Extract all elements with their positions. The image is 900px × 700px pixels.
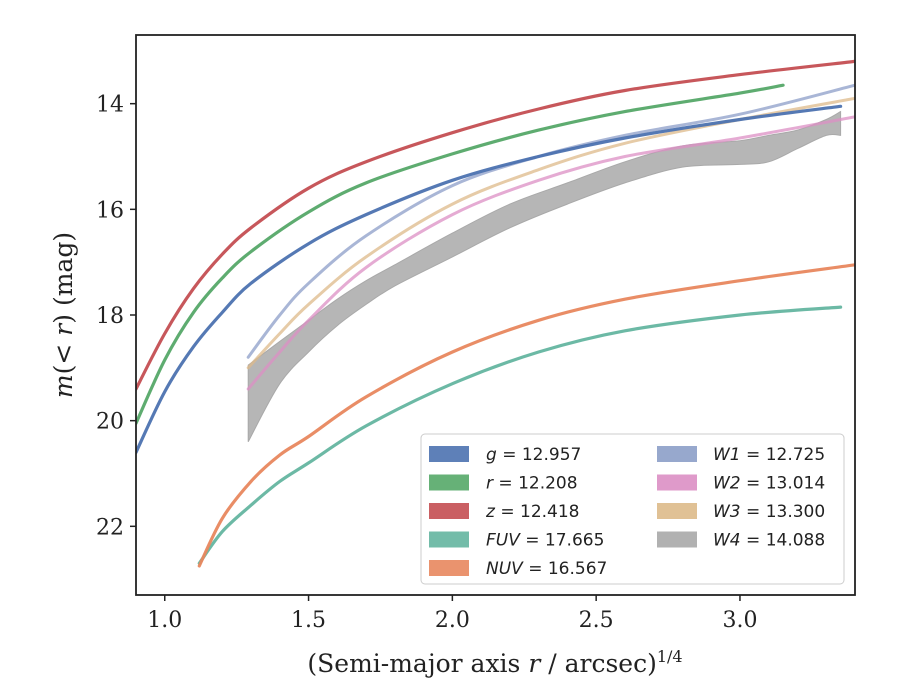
y-axis-ticks: 14 16 18 20 22 (96, 93, 136, 540)
legend-label-nuv: NUV = 16.567 (486, 559, 607, 579)
legend-swatch-w4 (657, 531, 697, 548)
legend-swatch-r (429, 474, 469, 491)
legend-swatch-w2 (657, 474, 697, 491)
legend-swatch-nuv (429, 560, 469, 576)
x-tick-label: 1.0 (147, 608, 182, 633)
legend-box (420, 433, 845, 585)
x-tick-label: 3.0 (722, 608, 757, 633)
legend-label-r: r = 12.208 (486, 474, 578, 494)
series-line-w2 (246, 115, 855, 391)
series-line-w1 (246, 83, 855, 359)
legend-label-w4: W4 = 14.088 (713, 531, 825, 551)
legend-label-z: z = 12.418 (485, 502, 579, 522)
plot-series-layer (136, 59, 855, 568)
x-axis-label: (Semi-major axis r / arcsec)1/4 (307, 647, 682, 678)
series-line-g (136, 104, 843, 454)
y-tick-label: 16 (96, 198, 124, 223)
y-tick-label: 14 (96, 93, 124, 118)
legend-label-w1: W1 = 12.725 (713, 445, 825, 465)
legend: g = 12.957 r = 12.208 z = 12.418 FUV = 17.6… (420, 433, 845, 585)
series-line-nuv (197, 263, 855, 568)
legend-swatch-g (429, 446, 469, 462)
legend-label-w2: W2 = 13.014 (713, 474, 825, 494)
series-line-fuv (197, 305, 843, 565)
series-line-r (136, 83, 785, 425)
legend-swatch-fuv (429, 531, 469, 548)
series-band-w4 (247, 110, 842, 443)
legend-swatch-w3 (657, 503, 697, 519)
y-tick-label: 22 (96, 515, 124, 540)
series-line-z (136, 59, 855, 391)
x-tick-label: 2.0 (435, 608, 470, 633)
legend-swatch-w1 (657, 446, 697, 462)
x-tick-label: 1.5 (291, 608, 326, 633)
legend-label-w3: W3 = 13.300 (713, 502, 825, 522)
x-axis-ticks: 1.0 1.5 2.0 2.5 3.0 (147, 595, 757, 633)
legend-label-fuv: FUV = 17.665 (486, 531, 604, 551)
x-tick-label: 2.5 (579, 608, 614, 633)
y-tick-label: 18 (96, 304, 124, 329)
y-tick-label: 20 (96, 410, 124, 435)
legend-swatch-z (429, 503, 469, 519)
y-axis-label: m(< r) (mag) (49, 232, 78, 398)
legend-label-g: g = 12.957 (486, 445, 581, 465)
